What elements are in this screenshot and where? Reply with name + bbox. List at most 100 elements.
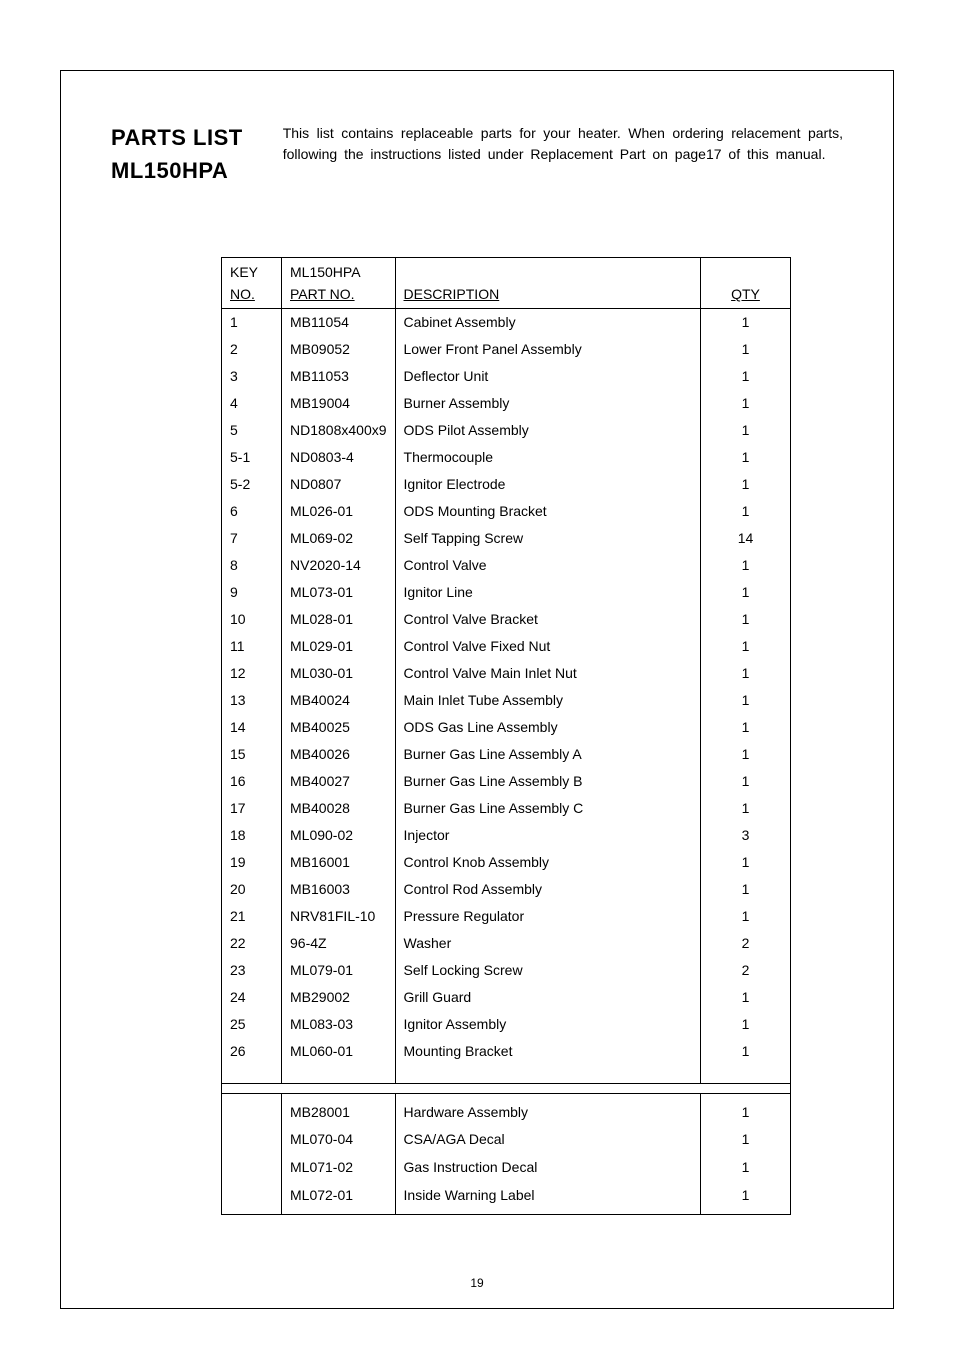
- content-border: PARTS LIST ML150HPA This list contains r…: [60, 70, 894, 1309]
- cell-key: 21: [222, 903, 282, 930]
- table-row: 26ML060-01Mounting Bracket1: [222, 1038, 791, 1065]
- cell-qty: 1: [701, 741, 791, 768]
- cell-desc: Pressure Regulator: [395, 903, 700, 930]
- cell-desc: Cabinet Assembly: [395, 309, 700, 337]
- cell-desc: Ignitor Line: [395, 579, 700, 606]
- cell-desc: Self Tapping Screw: [395, 525, 700, 552]
- cell-key: 1: [222, 309, 282, 337]
- cell-key: 8: [222, 552, 282, 579]
- cell-key: [222, 1126, 282, 1154]
- cell-key: 22: [222, 930, 282, 957]
- cell-part: NRV81FIL-10: [282, 903, 396, 930]
- cell-desc: Burner Gas Line Assembly B: [395, 768, 700, 795]
- table-row: 17MB40028Burner Gas Line Assembly C1: [222, 795, 791, 822]
- cell-desc: Gas Instruction Decal: [395, 1154, 700, 1182]
- cell-qty: 1: [701, 903, 791, 930]
- header-model: ML150HPA: [282, 258, 396, 284]
- cell-part: ND0803-4: [282, 444, 396, 471]
- cell-qty: 1: [701, 336, 791, 363]
- cell-key: 12: [222, 660, 282, 687]
- page-number: 19: [61, 1276, 893, 1290]
- title-line-1: PARTS LIST: [111, 121, 243, 154]
- cell-part: MB40026: [282, 741, 396, 768]
- table-row: ML070-04CSA/AGA Decal1: [222, 1126, 791, 1154]
- cell-part: MB16001: [282, 849, 396, 876]
- cell-desc: Control Rod Assembly: [395, 876, 700, 903]
- cell-desc: Burner Gas Line Assembly C: [395, 795, 700, 822]
- cell-part: MB16003: [282, 876, 396, 903]
- table-row: 23ML079-01Self Locking Screw2: [222, 957, 791, 984]
- cell-key: 6: [222, 498, 282, 525]
- cell-qty: 1: [701, 660, 791, 687]
- cell-qty: 1: [701, 768, 791, 795]
- table-row: 15MB40026Burner Gas Line Assembly A1: [222, 741, 791, 768]
- table-row: 20MB16003Control Rod Assembly1: [222, 876, 791, 903]
- cell-desc: CSA/AGA Decal: [395, 1126, 700, 1154]
- cell-key: 5-1: [222, 444, 282, 471]
- table-row: MB28001Hardware Assembly1: [222, 1093, 791, 1126]
- cell-qty: 1: [701, 1154, 791, 1182]
- intro-text: This list contains replaceable parts for…: [283, 121, 843, 187]
- table-row: 14MB40025ODS Gas Line Assembly1: [222, 714, 791, 741]
- table-row: 7ML069-02Self Tapping Screw14: [222, 525, 791, 552]
- cell-desc: Thermocouple: [395, 444, 700, 471]
- cell-qty: 1: [701, 1038, 791, 1065]
- table-row: 18ML090-02Injector3: [222, 822, 791, 849]
- cell-desc: Ignitor Electrode: [395, 471, 700, 498]
- cell-part: ML029-01: [282, 633, 396, 660]
- cell-key: 25: [222, 1011, 282, 1038]
- cell-part: ML073-01: [282, 579, 396, 606]
- cell-key: 4: [222, 390, 282, 417]
- cell-key: 19: [222, 849, 282, 876]
- header-partno: PART NO.: [290, 286, 355, 302]
- cell-qty: 1: [701, 498, 791, 525]
- cell-desc: Self Locking Screw: [395, 957, 700, 984]
- cell-key: 23: [222, 957, 282, 984]
- cell-qty: 1: [701, 633, 791, 660]
- title-line-2: ML150HPA: [111, 154, 243, 187]
- cell-desc: Deflector Unit: [395, 363, 700, 390]
- header-qty: QTY: [731, 286, 760, 302]
- table-header-row-2: NO. PART NO. DESCRIPTION QTY: [222, 283, 791, 309]
- cell-qty: 1: [701, 363, 791, 390]
- parts-table: KEY ML150HPA NO. PART NO. DESCRIPTION QT…: [221, 257, 791, 1215]
- divider-row: [222, 1083, 791, 1093]
- table-row: 5-2ND0807Ignitor Electrode1: [222, 471, 791, 498]
- table-row: 4MB19004Burner Assembly1: [222, 390, 791, 417]
- cell-part: ML030-01: [282, 660, 396, 687]
- cell-part: MB40025: [282, 714, 396, 741]
- cell-key: 10: [222, 606, 282, 633]
- cell-part: MB11053: [282, 363, 396, 390]
- cell-qty: 2: [701, 957, 791, 984]
- table-row: 19MB16001Control Knob Assembly1: [222, 849, 791, 876]
- cell-key: 24: [222, 984, 282, 1011]
- cell-key: 14: [222, 714, 282, 741]
- cell-qty: 1: [701, 471, 791, 498]
- header-qty-blank: [701, 258, 791, 284]
- cell-key: 9: [222, 579, 282, 606]
- cell-key: 18: [222, 822, 282, 849]
- cell-part: ND0807: [282, 471, 396, 498]
- header-key: KEY: [222, 258, 282, 284]
- cell-part: ML026-01: [282, 498, 396, 525]
- page: PARTS LIST ML150HPA This list contains r…: [0, 0, 954, 1349]
- header-desc-blank: [395, 258, 700, 284]
- header-row: PARTS LIST ML150HPA This list contains r…: [111, 121, 843, 187]
- table-wrap: KEY ML150HPA NO. PART NO. DESCRIPTION QT…: [221, 257, 791, 1215]
- cell-part: ML079-01: [282, 957, 396, 984]
- cell-part: MB28001: [282, 1093, 396, 1126]
- cell-key: 3: [222, 363, 282, 390]
- cell-qty: 1: [701, 1011, 791, 1038]
- header-description: DESCRIPTION: [404, 286, 500, 302]
- cell-part: 96-4Z: [282, 930, 396, 957]
- cell-qty: 1: [701, 417, 791, 444]
- table-row: ML071-02Gas Instruction Decal1: [222, 1154, 791, 1182]
- cell-desc: Burner Assembly: [395, 390, 700, 417]
- cell-part: MB40028: [282, 795, 396, 822]
- cell-qty: 1: [701, 444, 791, 471]
- table-row: 5-1ND0803-4Thermocouple1: [222, 444, 791, 471]
- table-row: 2MB09052Lower Front Panel Assembly1: [222, 336, 791, 363]
- cell-part: MB40027: [282, 768, 396, 795]
- cell-key: 17: [222, 795, 282, 822]
- cell-part: ML090-02: [282, 822, 396, 849]
